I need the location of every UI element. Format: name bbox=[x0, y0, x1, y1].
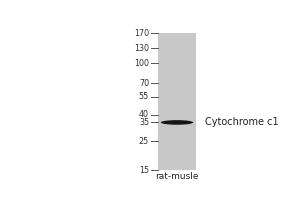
Text: 55: 55 bbox=[139, 92, 149, 101]
Text: 170: 170 bbox=[134, 29, 149, 38]
Text: 35: 35 bbox=[139, 118, 149, 127]
Text: 25: 25 bbox=[139, 137, 149, 146]
Text: 15: 15 bbox=[139, 166, 149, 175]
Ellipse shape bbox=[161, 120, 193, 125]
Bar bbox=[158, 33, 196, 170]
Text: rat-musle: rat-musle bbox=[155, 172, 199, 181]
Text: 130: 130 bbox=[134, 44, 149, 53]
Text: 70: 70 bbox=[139, 79, 149, 88]
Text: 40: 40 bbox=[139, 110, 149, 119]
Text: Cytochrome c1: Cytochrome c1 bbox=[205, 117, 278, 127]
Text: 100: 100 bbox=[134, 59, 149, 68]
